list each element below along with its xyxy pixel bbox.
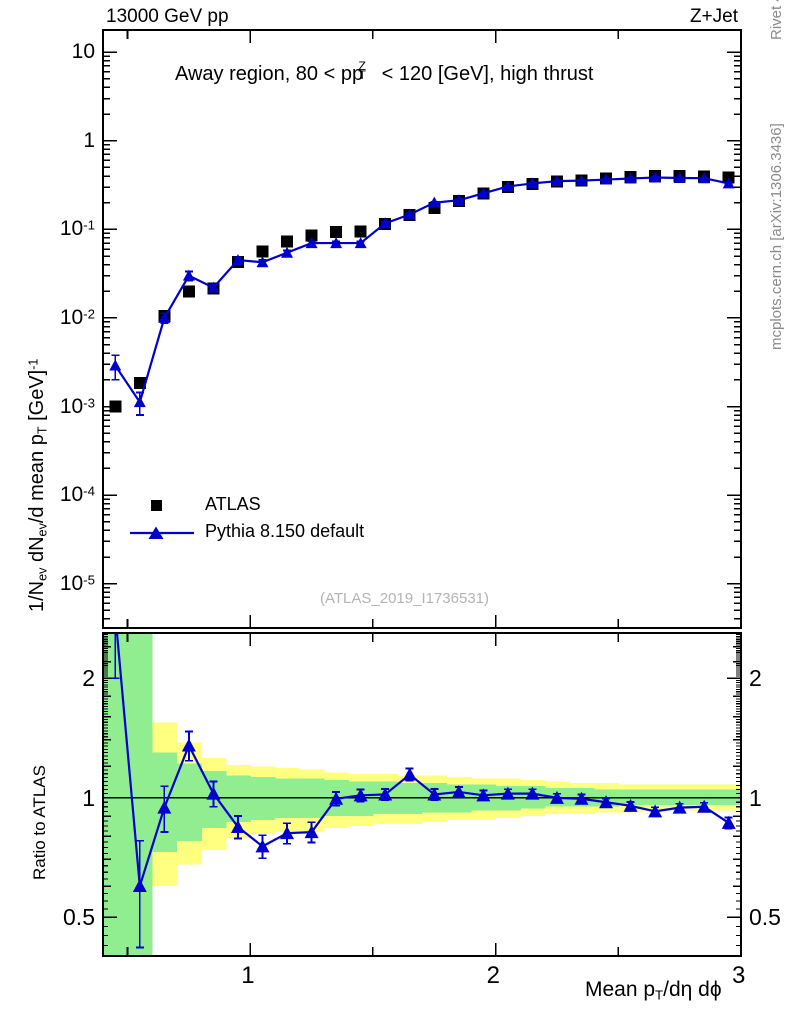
pythia-marker [575,174,588,186]
atlas-marker [256,245,269,258]
pythia-marker [673,171,686,183]
ratio-marker [181,738,196,752]
ratio-marker [230,819,245,833]
pythia-marker [722,177,735,189]
ratio-panel-graphics [101,607,743,958]
pythia-marker [501,180,514,192]
pythia-marker [403,208,416,220]
legend-label-pythia: Pythia 8.150 default [205,521,365,541]
tick-label: 10 [71,40,95,64]
main-plot-title: Away region, 80 < pp Z T < 120 [GeV], high… [175,59,594,85]
ratio-marker [623,798,638,812]
ratio-marker [378,787,393,801]
ratio-marker [157,800,172,814]
tick-label: 0.5 [63,904,95,931]
ratio-marker [672,800,687,814]
ratio-marker [451,784,466,798]
pythia-marker [649,171,662,183]
legend-entry-pythia[interactable]: Pythia 8.150 default [128,519,428,546]
pythia-marker [624,172,637,184]
atlas-marker [354,225,367,238]
tick-label: 1 [749,784,762,811]
ratio-xlabel: Mean pT/dη dϕ [585,978,722,1003]
ratio-marker [500,786,515,800]
ratio-marker [549,790,564,804]
pythia-marker [330,237,343,249]
title-text-a: Away region, 80 < p [175,63,352,85]
ratio-marker [427,787,442,801]
tick-label: 2 [486,962,500,989]
legend-label-atlas: ATLAS [205,494,261,514]
tick-label: 1 [83,128,95,152]
ratio-marker [402,767,417,781]
legend: ATLAS Pythia 8.150 default [128,492,428,546]
header-process-label: Z+Jet [689,6,738,27]
pythia-marker [158,311,171,323]
ratio-marker [525,786,540,800]
legend-marker-triangle-line [130,526,194,539]
ratio-marker [648,804,663,818]
pythia-marker [256,256,269,268]
tick-label: 2 [749,665,762,692]
pythia-marker [526,177,539,189]
pythia-marker [354,237,367,249]
xlabel-part-b: /dη dϕ [663,978,722,1001]
tick-label: 10-4 [59,483,95,507]
tick-label: 10-1 [59,217,95,241]
legend-marker-square [151,500,162,511]
ratio-marker [697,799,712,813]
pythia-marker [550,175,563,187]
xlabel-sub: T [655,987,664,1003]
atlas-marker [330,226,343,239]
ratio-marker [329,791,344,805]
ratio-marker [255,839,270,853]
ratio-marker [721,815,736,829]
tick-label: 0.5 [749,904,781,931]
pythia-marker [600,173,613,185]
pythia-marker [109,359,122,371]
ratio-marker [574,791,589,805]
tick-label: 10-5 [59,571,95,595]
header-beam-label: 13000 GeV pp [106,6,229,27]
pythia-marker [698,172,711,184]
pythia-marker [182,269,195,281]
ratio-marker [132,879,147,893]
tick-label: 3 [732,962,746,989]
tick-label: 1 [82,784,95,811]
title-sup: Z [358,59,366,74]
atlas-marker [305,229,318,242]
pythia-marker [207,281,220,293]
main-panel-graphics [101,28,743,630]
ratio-marker [206,786,221,800]
ratio-marker [353,788,368,802]
atlas-marker [109,400,122,413]
ratio-marker [476,788,491,802]
ratio-marker [599,795,614,809]
pythia-marker [305,237,318,249]
tick-label: 10-3 [59,394,95,418]
atlas-marker [133,376,146,389]
atlas-marker [281,235,294,248]
pythia-marker [428,196,441,208]
ratio-marker [280,826,295,840]
pythia-marker [379,217,392,229]
title-sub: T [358,68,366,83]
legend-entry-atlas[interactable]: ATLAS [128,492,428,519]
pythia-marker [133,396,146,408]
ratio-marker [304,825,319,839]
title-text-b: < 120 [GeV], high thrust [376,63,594,85]
xlabel-part-a: Mean p [585,978,656,1001]
pythia-marker [281,246,294,258]
pythia-marker [477,187,490,199]
tick-label: 2 [82,665,95,692]
analysis-id-watermark: (ATLAS_2019_I1736531) [320,590,490,607]
atlas-marker [182,285,195,298]
ratio-marker [108,607,122,620]
tick-label: 10-2 [59,305,95,329]
pythia-marker [452,194,465,206]
tick-label: 1 [241,962,255,989]
pythia-marker [231,254,244,266]
